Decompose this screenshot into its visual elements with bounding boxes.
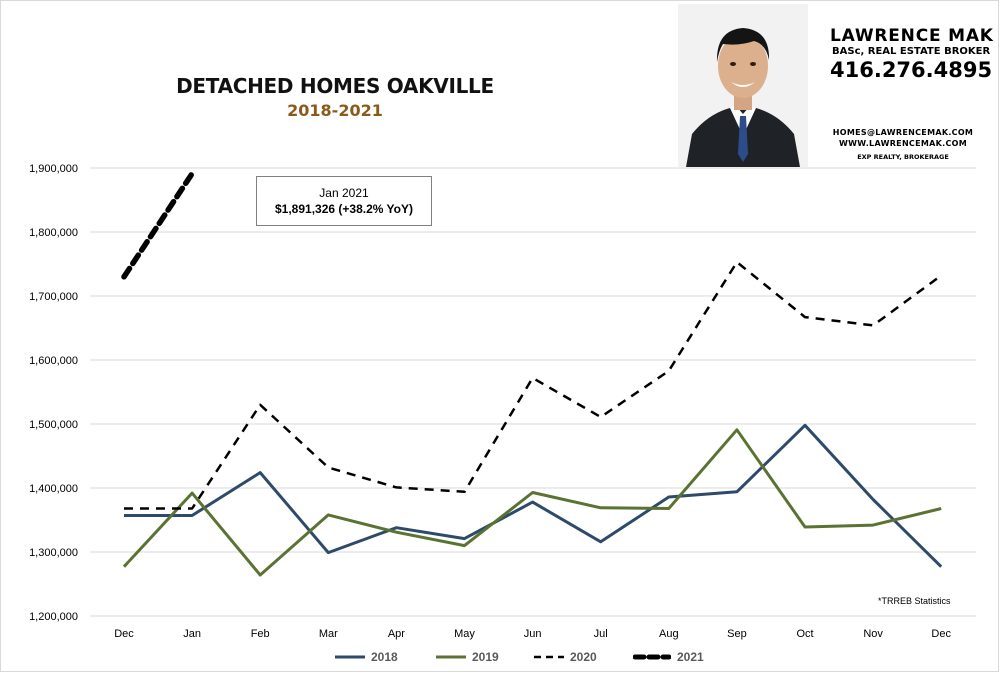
- legend-swatch-2021: [633, 654, 671, 660]
- source-footnote: *TRREB Statistics: [878, 596, 951, 606]
- x-tick-label: Mar: [319, 628, 338, 640]
- agent-website: WWW.LAWRENCEMAK.COM: [839, 139, 967, 148]
- y-tick-label: 1,200,000: [29, 611, 78, 623]
- legend-label-2020: 2020: [570, 650, 597, 664]
- x-tick-label: Oct: [796, 628, 813, 640]
- series-line-2021: [121, 170, 195, 280]
- agent-name: LAWRENCE MAK: [830, 26, 994, 46]
- legend-swatch-2020: [534, 655, 564, 659]
- y-tick-label: 1,600,000: [29, 355, 78, 367]
- agent-brokerage: EXP REALTY, BROKERAGE: [857, 153, 949, 161]
- annotation-callout: Jan 2021 $1,891,326 (+38.2% YoY): [256, 176, 432, 226]
- legend-item-2018: 2018: [335, 648, 398, 666]
- legend-item-2021: 2021: [633, 648, 704, 666]
- series-line-2018: [124, 423, 943, 568]
- x-tick-label: Aug: [659, 628, 679, 640]
- legend-swatch-2018: [335, 655, 365, 659]
- callout-line-1: Jan 2021: [319, 186, 369, 200]
- legend-label-2019: 2019: [472, 650, 499, 664]
- x-tick-label: Jul: [594, 628, 608, 640]
- legend-label-2021: 2021: [677, 650, 704, 664]
- y-tick-label: 1,900,000: [29, 163, 78, 175]
- chart-title: DETACHED HOMES OAKVILLE: [176, 74, 494, 98]
- series-lines: [121, 170, 943, 577]
- legend-item-2019: 2019: [436, 648, 499, 666]
- y-tick-label: 1,300,000: [29, 547, 78, 559]
- x-tick-label: Feb: [251, 628, 270, 640]
- x-tick-label: May: [454, 628, 475, 640]
- chart-legend: 2018 2019 2020 2021: [0, 648, 1001, 666]
- x-tick-label: Jan: [183, 628, 201, 640]
- series-line-2020: [124, 260, 942, 510]
- gridlines: [90, 167, 976, 617]
- legend-label-2018: 2018: [371, 650, 398, 664]
- legend-item-2020: 2020: [534, 648, 597, 666]
- legend-swatch-2019: [436, 655, 466, 659]
- agent-photo: [678, 4, 808, 167]
- chart-subtitle: 2018-2021: [287, 101, 383, 120]
- y-tick-label: 1,800,000: [29, 227, 78, 239]
- y-tick-label: 1,400,000: [29, 483, 78, 495]
- agent-phone: 416.276.4895: [830, 58, 993, 82]
- y-tick-label: 1,700,000: [29, 291, 78, 303]
- agent-email: HOMES@LAWRENCEMAK.COM: [832, 128, 974, 137]
- x-tick-label: Dec: [114, 628, 134, 640]
- series-line-2019: [122, 428, 942, 577]
- y-tick-label: 1,500,000: [29, 419, 78, 431]
- y-axis-ticks: 1,200,000 1,300,000 1,400,000 1,500,000 1,60…: [29, 163, 78, 623]
- x-tick-label: Sep: [727, 628, 747, 640]
- x-axis-ticks: Dec Jan Feb Mar Apr May Jun Jul Aug Sep Oct Nov Dec: [114, 628, 951, 640]
- x-tick-label: Dec: [931, 628, 951, 640]
- agent-role: BASc, REAL ESTATE BROKER: [832, 46, 991, 57]
- x-tick-label: Apr: [388, 628, 405, 640]
- x-tick-label: Jun: [524, 628, 542, 640]
- callout-line-2: $1,891,326 (+38.2% YoY): [275, 202, 413, 216]
- x-tick-label: Nov: [863, 628, 883, 640]
